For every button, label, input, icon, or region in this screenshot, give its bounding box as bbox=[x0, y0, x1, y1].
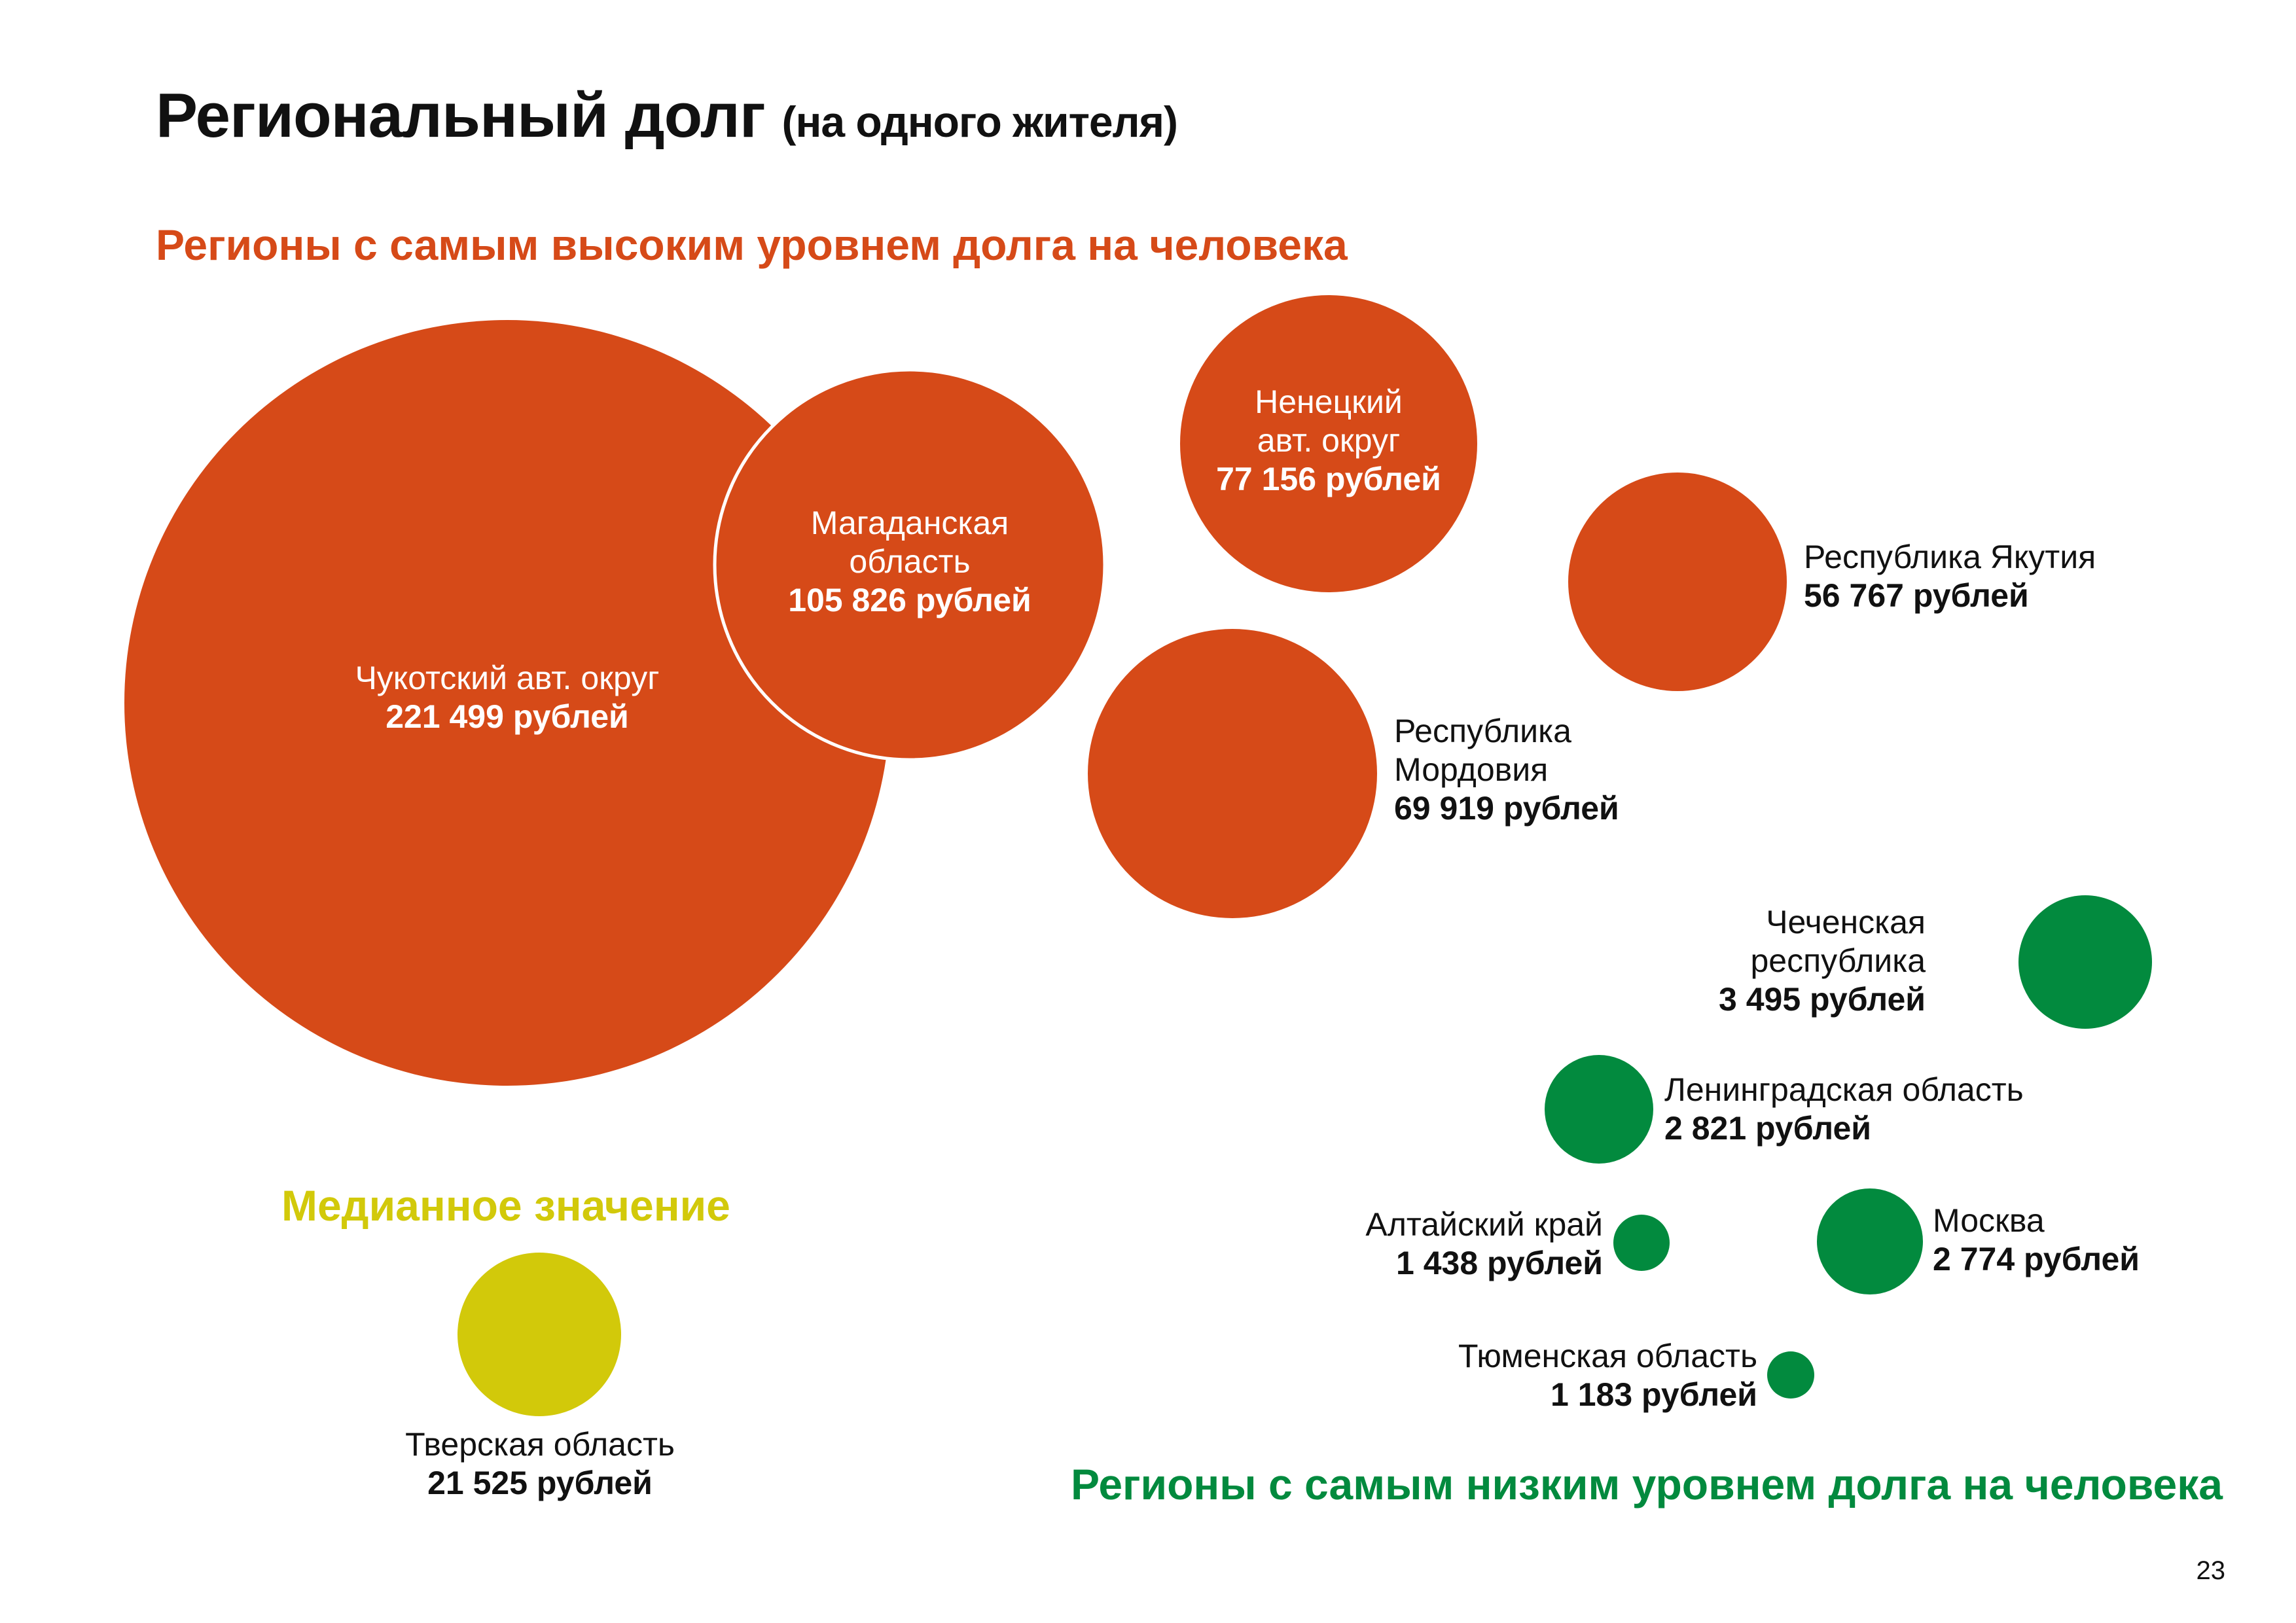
page-title-sub: (на одного жителя) bbox=[781, 98, 1178, 146]
label-tver: Тверская область 21 525 рублей bbox=[347, 1425, 733, 1503]
label-nenets: Ненецкий авт. округ 77 156 рублей bbox=[1158, 383, 1499, 499]
label-tver-value: 21 525 рублей bbox=[427, 1465, 653, 1501]
label-nenets-name-2: авт. округ bbox=[1257, 422, 1401, 459]
label-moscow: Москва 2 774 рублей bbox=[1933, 1202, 2140, 1279]
label-chukotka: Чукотский авт. округ 221 499 рублей bbox=[314, 659, 700, 736]
label-leningrad: Ленинградская область 2 821 рублей bbox=[1664, 1071, 2024, 1148]
bubble-tver bbox=[457, 1253, 621, 1416]
label-leningrad-name: Ленинградская область bbox=[1664, 1071, 2024, 1108]
label-chechnya-value: 3 495 рублей bbox=[1719, 981, 1926, 1018]
label-tyumen-value: 1 183 рублей bbox=[1551, 1376, 1757, 1413]
label-nenets-value: 77 156 рублей bbox=[1216, 461, 1441, 497]
label-chukotka-name: Чукотский авт. округ bbox=[355, 660, 660, 696]
label-chechnya-name-1: Чеченская bbox=[1766, 904, 1926, 940]
label-magadan-name-1: Магаданская bbox=[810, 505, 1009, 541]
label-chukotka-value: 221 499 рублей bbox=[386, 698, 629, 735]
highest-debt-heading: Регионы с самым высоким уровнем долга на… bbox=[156, 221, 1348, 269]
bubble-chechnya bbox=[2018, 895, 2152, 1029]
label-chechnya-name-2: республика bbox=[1750, 942, 1926, 979]
label-tyumen-name: Тюменская область bbox=[1458, 1338, 1757, 1374]
bubble-mordovia bbox=[1088, 629, 1377, 918]
label-altai-value: 1 438 рублей bbox=[1396, 1245, 1603, 1281]
bubble-yakutia bbox=[1568, 473, 1787, 691]
label-moscow-name: Москва bbox=[1933, 1202, 2045, 1239]
label-mordovia-name-2: Мордовия bbox=[1394, 751, 1549, 788]
page-number: 23 bbox=[2196, 1556, 2226, 1585]
page-title-main: Региональный долг bbox=[156, 80, 766, 151]
label-tyumen: Тюменская область 1 183 рублей bbox=[1458, 1337, 1757, 1414]
bubble-nenets bbox=[1180, 295, 1477, 592]
label-moscow-value: 2 774 рублей bbox=[1933, 1241, 2140, 1277]
label-yakutia: Республика Якутия 56 767 рублей bbox=[1804, 538, 2096, 615]
lowest-debt-heading: Регионы с самым низким уровнем долга на … bbox=[1070, 1460, 2223, 1508]
bubble-leningrad bbox=[1545, 1055, 1653, 1164]
label-magadan-value: 105 826 рублей bbox=[788, 582, 1031, 618]
label-nenets-name-1: Ненецкий bbox=[1255, 383, 1403, 420]
label-magadan: Магаданская область 105 826 рублей bbox=[726, 504, 1093, 620]
bubble-magadan bbox=[713, 368, 1107, 762]
label-magadan-name-2: область bbox=[849, 543, 971, 580]
label-altai-name: Алтайский край bbox=[1365, 1206, 1603, 1243]
label-mordovia: Республика Мордовия 69 919 рублей bbox=[1394, 712, 1619, 828]
label-mordovia-value: 69 919 рублей bbox=[1394, 790, 1619, 827]
label-yakutia-name: Республика Якутия bbox=[1804, 539, 2096, 575]
label-leningrad-value: 2 821 рублей bbox=[1664, 1110, 1871, 1147]
page-title: Региональный долг (на одного жителя) bbox=[156, 80, 1178, 152]
bubble-chukotka bbox=[124, 320, 890, 1086]
label-yakutia-value: 56 767 рублей bbox=[1804, 577, 2029, 614]
label-tver-name: Тверская область bbox=[405, 1426, 675, 1463]
bubble-moscow bbox=[1817, 1188, 1923, 1294]
bubble-tyumen bbox=[1767, 1351, 1814, 1399]
bubble-altai bbox=[1613, 1215, 1670, 1271]
label-altai: Алтайский край 1 438 рублей bbox=[1365, 1205, 1603, 1283]
label-mordovia-name-1: Республика bbox=[1394, 713, 1571, 749]
label-chechnya: Чеченская республика 3 495 рублей bbox=[1719, 903, 1926, 1019]
median-heading: Медианное значение bbox=[281, 1181, 730, 1230]
